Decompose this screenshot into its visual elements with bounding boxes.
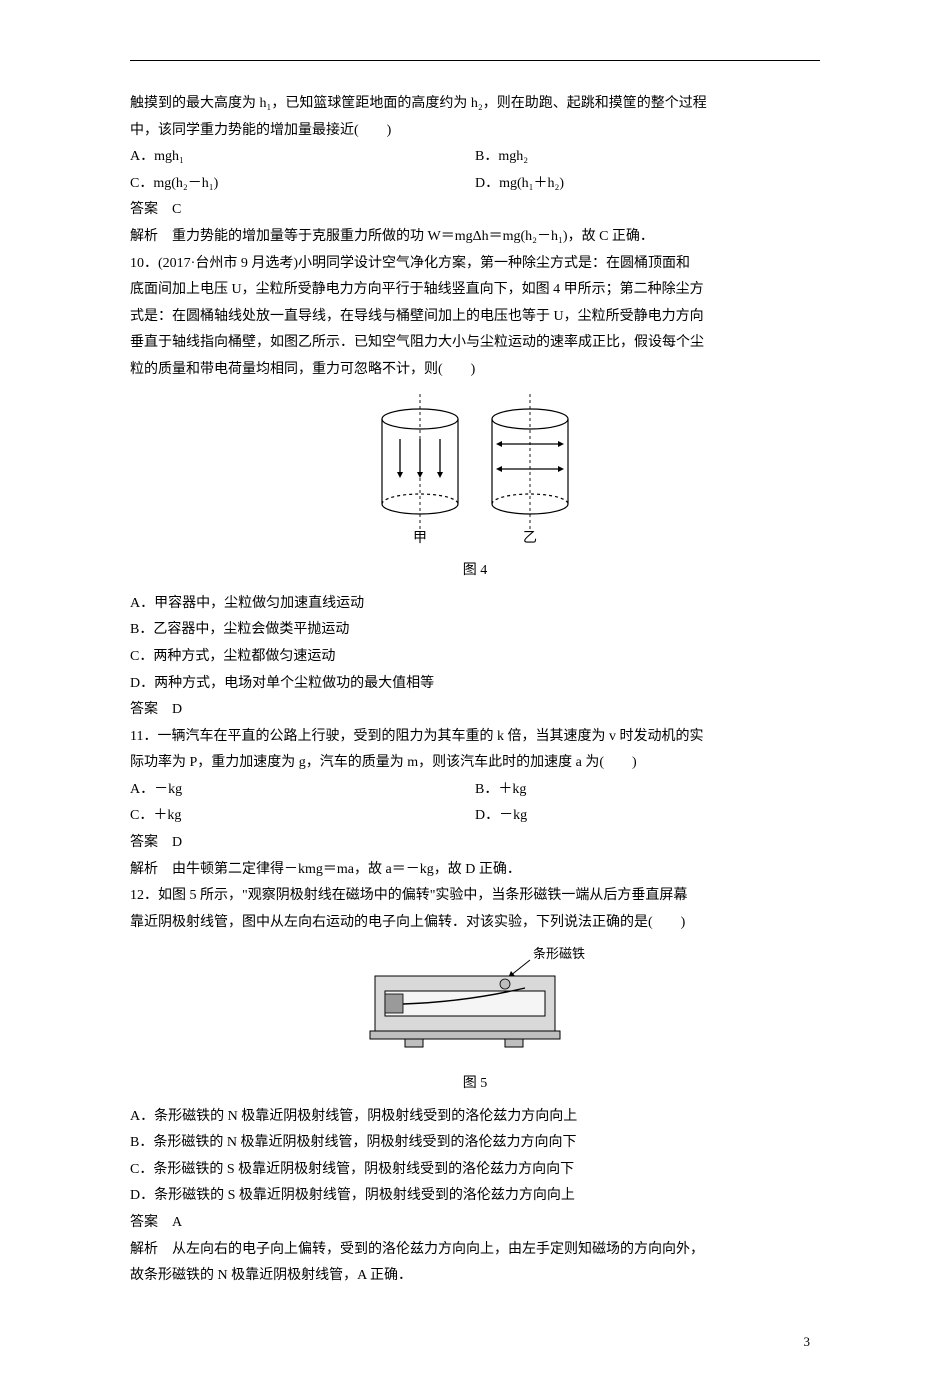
svg-text:条形磁铁: 条形磁铁 [533, 946, 585, 961]
svg-text:乙: 乙 [523, 530, 537, 544]
q11-opt-d: D．－kg [475, 803, 820, 830]
q12-opt-b: B．条形磁铁的 N 极靠近阴极射线管，阴极射线受到的洛伦兹力方向向下 [130, 1130, 820, 1157]
fig4-caption: 图 4 [130, 558, 820, 585]
q10-l2: 底面间加上电压 U，尘粒所受静电力方向平行于轴线竖直向下，如图 4 甲所示；第二… [130, 277, 820, 304]
intro-line1: 触摸到的最大高度为 h₁，已知篮球筐距地面的高度约为 h₂，则在助跑、起跳和摸筐… [130, 91, 820, 118]
answer-d: 答案 D [130, 697, 820, 724]
q11-options-row1: A．－kg B．＋kg [130, 777, 820, 804]
q11-opt-c: C．＋kg [130, 803, 475, 830]
explain-c: 解析 重力势能的增加量等于克服重力所做的功 W＝mgΔh＝mg(h₂－h₁)，故… [130, 224, 820, 251]
q12-opt-d: D．条形磁铁的 S 极靠近阴极射线管，阴极射线受到的洛伦兹力方向向上 [130, 1183, 820, 1210]
q10-opt-a: A．甲容器中，尘粒做匀加速直线运动 [130, 591, 820, 618]
page-number: 3 [130, 1330, 820, 1355]
explain-a-l1: 解析 从左向右的电子向上偏转，受到的洛伦兹力方向向上，由左手定则知磁场的方向向外… [130, 1237, 820, 1264]
intro-line2: 中，该同学重力势能的增加量最接近( ) [130, 118, 820, 145]
explain-d2: 解析 由牛顿第二定律得－kmg＝ma，故 a＝－kg，故 D 正确． [130, 857, 820, 884]
intro-options-row2: C．mg(h₂－h₁) D．mg(h₁＋h₂) [130, 171, 820, 198]
q11-options-row2: C．＋kg D．－kg [130, 803, 820, 830]
figure-4: 甲 乙 [130, 394, 820, 555]
answer-d2: 答案 D [130, 830, 820, 857]
q10-l4: 垂直于轴线指向桶壁，如图乙所示．已知空气阻力大小与尘粒运动的速率成正比，假设每个… [130, 330, 820, 357]
q11-l2: 际功率为 P，重力加速度为 g，汽车的质量为 m，则该汽车此时的加速度 a 为(… [130, 750, 820, 777]
opt-d: D．mg(h₁＋h₂) [475, 171, 820, 198]
fig5-caption: 图 5 [130, 1071, 820, 1098]
intro-options-row1: A．mgh₁ B．mgh₂ [130, 144, 820, 171]
opt-b: B．mgh₂ [475, 144, 820, 171]
opt-a: A．mgh₁ [130, 144, 475, 171]
q10-l5: 粒的质量和带电荷量均相同，重力可忽略不计，则( ) [130, 357, 820, 384]
answer-a: 答案 A [130, 1210, 820, 1237]
figure-5: 条形磁铁 [130, 946, 820, 1067]
q12-l1: 12．如图 5 所示，"观察阴极射线在磁场中的偏转"实验中，当条形磁铁一端从后方… [130, 883, 820, 910]
q10-l1: 10．(2017·台州市 9 月选考)小明同学设计空气净化方案，第一种除尘方式是… [130, 251, 820, 278]
q10-l3: 式是：在圆桶轴线处放一直导线，在导线与桶壁间加上的电压也等于 U，尘粒所受静电力… [130, 304, 820, 331]
opt-c: C．mg(h₂－h₁) [130, 171, 475, 198]
q12-opt-a: A．条形磁铁的 N 极靠近阴极射线管，阴极射线受到的洛伦兹力方向向上 [130, 1104, 820, 1131]
svg-text:甲: 甲 [413, 531, 427, 544]
q10-opt-b: B．乙容器中，尘粒会做类平抛运动 [130, 617, 820, 644]
answer-c: 答案 C [130, 197, 820, 224]
explain-a-l2: 故条形磁铁的 N 极靠近阴极射线管，A 正确． [130, 1263, 820, 1290]
q10-opt-d: D．两种方式，电场对单个尘粒做功的最大值相等 [130, 671, 820, 698]
q12-opt-c: C．条形磁铁的 S 极靠近阴极射线管，阴极射线受到的洛伦兹力方向向下 [130, 1157, 820, 1184]
q10-opt-c: C．两种方式，尘粒都做匀速运动 [130, 644, 820, 671]
q12-l2: 靠近阴极射线管，图中从左向右运动的电子向上偏转．对该实验，下列说法正确的是( ) [130, 910, 820, 937]
header-rule [130, 60, 820, 61]
q11-opt-b: B．＋kg [475, 777, 820, 804]
q11-l1: 11．一辆汽车在平直的公路上行驶，受到的阻力为其车重的 k 倍，当其速度为 v … [130, 724, 820, 751]
q11-opt-a: A．－kg [130, 777, 475, 804]
